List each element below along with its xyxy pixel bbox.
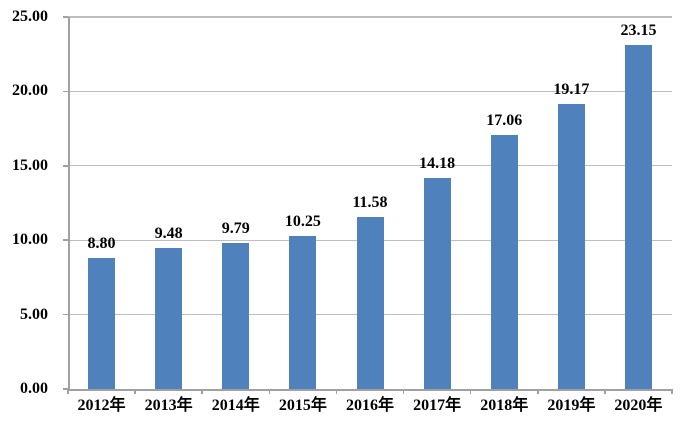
y-axis-tick-label: 0.00 <box>20 380 48 397</box>
y-axis-tick-label: 15.00 <box>12 156 48 174</box>
bar-value-label: 8.80 <box>87 235 116 253</box>
bar <box>222 243 250 389</box>
x-axis-tick <box>67 389 69 394</box>
x-axis-category-label: 2016年 <box>345 397 394 414</box>
y-axis-tick <box>63 239 68 241</box>
x-axis-tick <box>469 389 472 394</box>
x-axis-tick <box>604 389 606 394</box>
bar <box>289 236 317 389</box>
y-axis-tick-label: 25.00 <box>12 8 48 25</box>
bar-value-label: 10.25 <box>284 213 321 231</box>
bar <box>155 247 183 389</box>
y-axis-tick <box>63 313 68 316</box>
y-axis-tick <box>63 388 68 390</box>
bar <box>557 103 585 389</box>
x-axis-category-label: 2012年 <box>77 397 126 414</box>
x-axis-tick <box>537 389 539 394</box>
x-axis-tick <box>671 389 673 394</box>
y-axis-tick-label: 20.00 <box>12 82 48 100</box>
x-axis-category-label: 2014年 <box>211 397 260 414</box>
bar-value-label: 11.58 <box>352 193 388 211</box>
bar-value-label: 9.48 <box>154 224 183 242</box>
bar <box>624 44 652 389</box>
x-axis-category-label: 2015年 <box>278 397 327 414</box>
x-axis-category-label: 2017年 <box>413 397 462 414</box>
gridline <box>68 165 672 167</box>
x-axis-tick <box>134 389 136 394</box>
bar-value-label: 23.15 <box>620 21 657 39</box>
bar-value-label: 14.18 <box>419 155 456 172</box>
bar-value-label: 19.17 <box>553 80 590 98</box>
gridline <box>68 16 672 18</box>
x-axis-category-label: 2020年 <box>614 397 663 414</box>
bar-value-label: 9.79 <box>221 220 250 238</box>
bar <box>356 216 384 389</box>
x-axis-tick <box>201 389 203 394</box>
gridline <box>68 90 672 93</box>
x-axis-tick <box>268 389 271 394</box>
bar-value-label: 17.06 <box>486 112 523 130</box>
bar <box>88 258 116 389</box>
x-axis-line <box>68 389 672 391</box>
y-axis-tick-label: 10.00 <box>12 231 48 249</box>
y-axis-tick <box>63 90 68 93</box>
x-axis-category-label: 2018年 <box>480 397 529 414</box>
bar <box>490 135 518 389</box>
bar <box>423 178 451 389</box>
y-axis-tick-label: 5.00 <box>20 305 48 323</box>
x-axis-category-label: 2013年 <box>144 397 193 414</box>
y-axis-line <box>68 17 70 391</box>
x-axis-tick <box>335 389 338 394</box>
x-axis-tick <box>402 389 405 394</box>
y-axis-tick <box>63 165 68 167</box>
y-axis-tick <box>63 16 68 18</box>
x-axis-category-label: 2019年 <box>547 397 596 414</box>
